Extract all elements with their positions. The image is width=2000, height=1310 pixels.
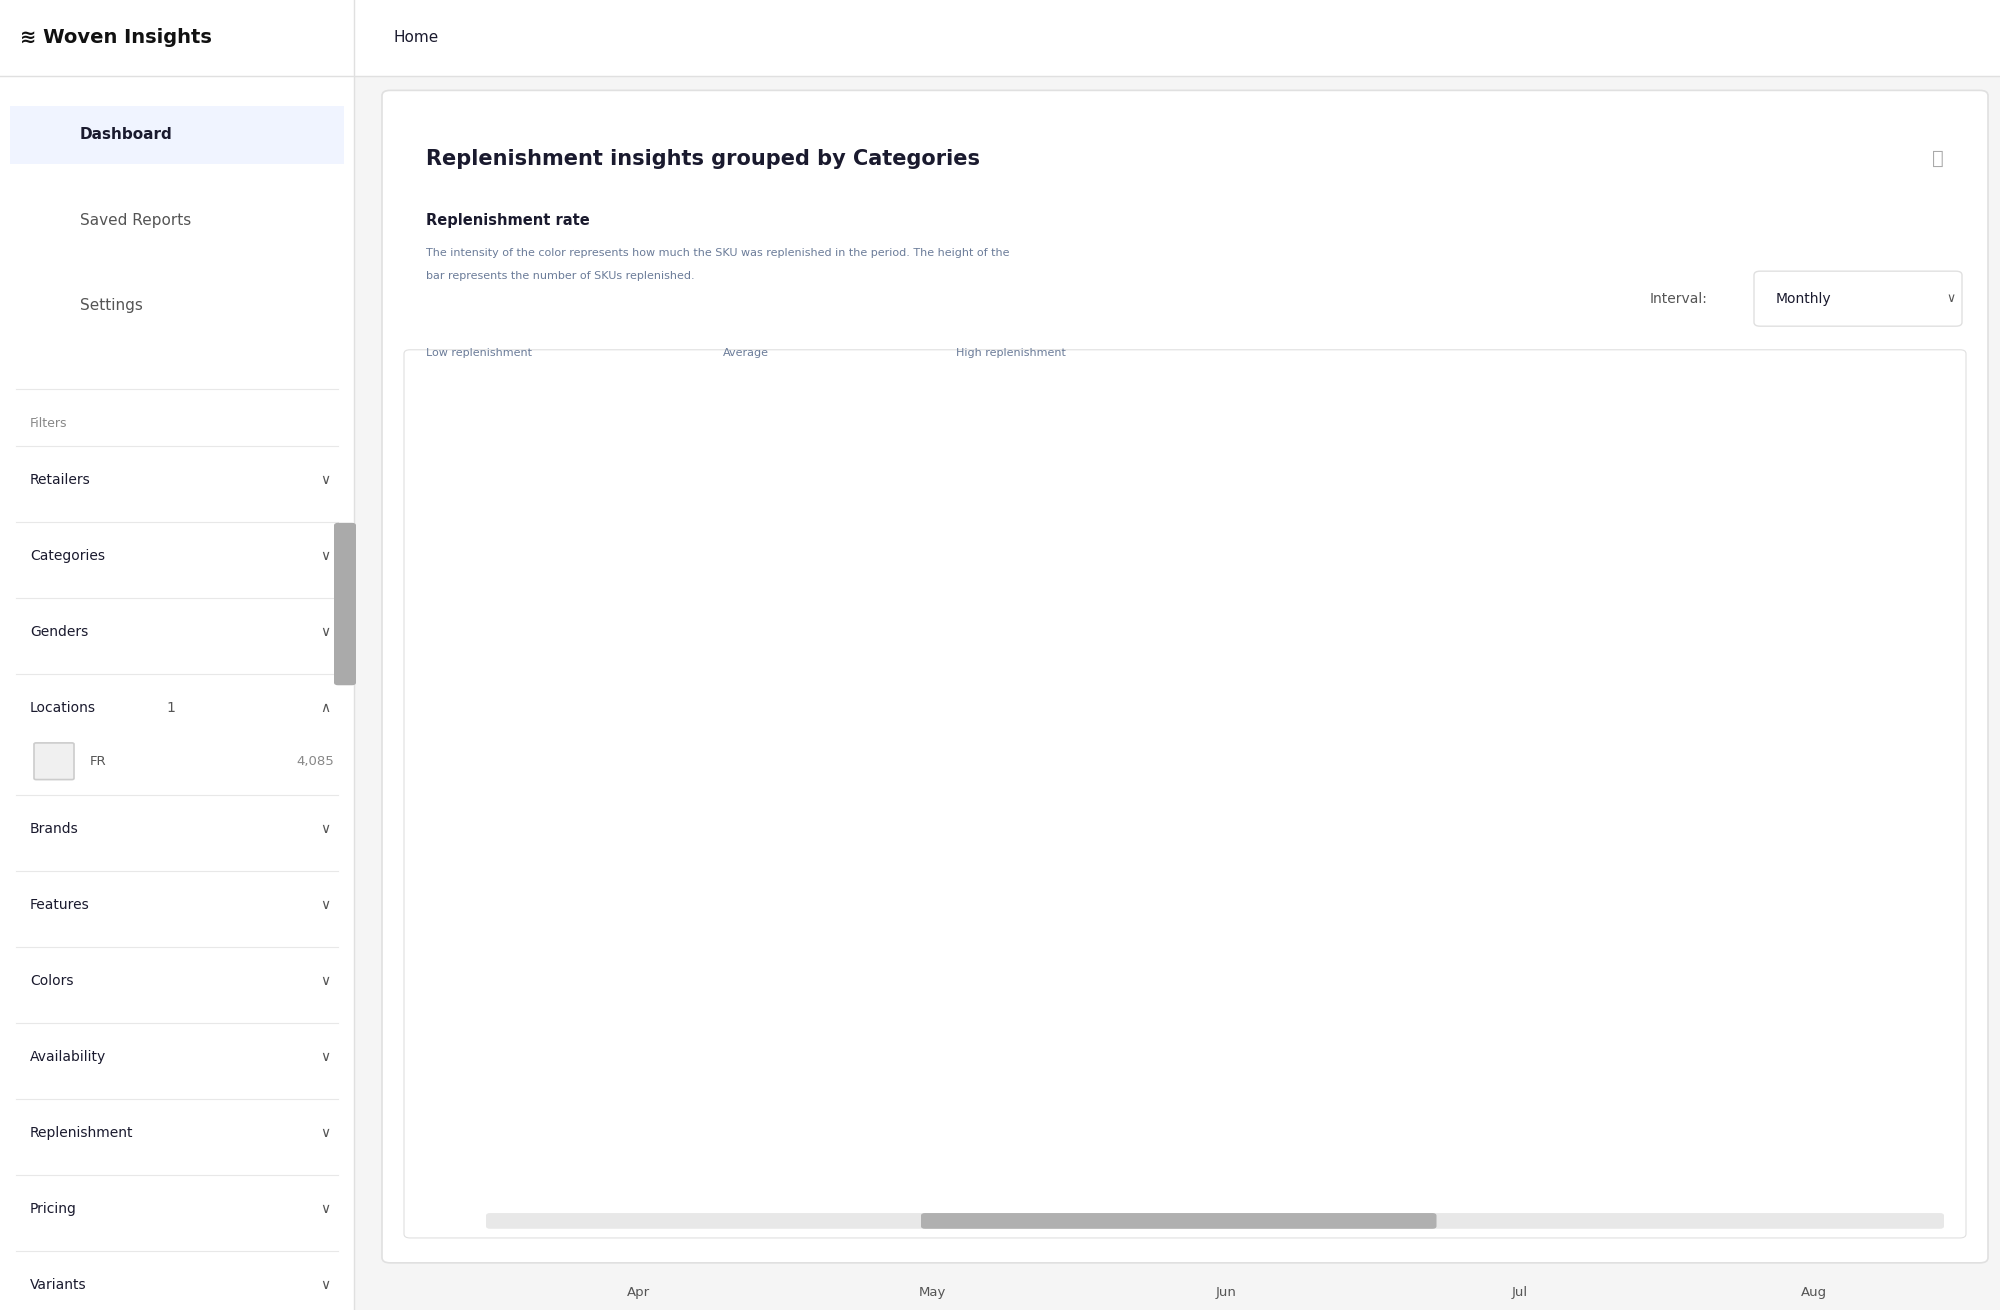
Bar (1880, 457, 1914, 1142)
Text: Replenishment: Replenishment (30, 1127, 134, 1140)
Bar (518, 288, 608, 325)
Text: ∨: ∨ (320, 473, 330, 487)
Y-axis label: SKUs Replenished: SKUs Replenished (440, 698, 452, 811)
Bar (1292, 651, 1326, 1142)
Text: Interval:: Interval: (1650, 292, 1708, 305)
Text: ∨: ∨ (320, 975, 330, 988)
Text: Features: Features (30, 899, 90, 912)
Text: ∨: ∨ (320, 1203, 330, 1216)
Bar (1586, 545, 1620, 1142)
Bar (914, 1052, 950, 1142)
Bar (538, 1100, 572, 1142)
Bar (832, 1110, 866, 1142)
Text: Saved Reports: Saved Reports (80, 212, 192, 228)
Bar (662, 1090, 698, 1142)
Text: Monthly: Monthly (1776, 292, 1832, 305)
Bar (874, 1116, 908, 1142)
Text: ✨: ✨ (1932, 149, 1944, 168)
Text: Aug: Aug (1800, 1286, 1826, 1300)
Text: Brands: Brands (30, 823, 78, 836)
Bar (1502, 900, 1538, 1142)
Text: Apr: Apr (626, 1286, 650, 1300)
FancyBboxPatch shape (1568, 379, 1994, 537)
Text: Settings: Settings (80, 297, 142, 313)
Bar (700, 288, 792, 325)
Text: 1: 1 (166, 701, 174, 715)
Text: FR: FR (90, 755, 106, 768)
Text: Retailers: Retailers (30, 473, 90, 487)
Text: ∨: ∨ (1946, 292, 1956, 305)
Text: Average: Average (724, 348, 768, 359)
Bar (1714, 889, 1748, 1142)
Bar (1838, 852, 1872, 1142)
Bar (426, 288, 518, 325)
Text: Home: Home (394, 30, 440, 46)
Text: ≋ Woven Insights: ≋ Woven Insights (20, 29, 212, 47)
Text: ∨: ∨ (320, 1127, 330, 1140)
Bar (620, 1040, 656, 1142)
Text: Jul: Jul (1512, 1286, 1528, 1300)
Text: Replenishment rate: Replenishment rate (426, 212, 590, 228)
Text: 17,829: 17,829 (1726, 461, 1772, 473)
Text: ∨: ∨ (320, 549, 330, 563)
Bar (1796, 912, 1832, 1142)
Text: Replenishment insights grouped by Categories: Replenishment insights grouped by Catego… (426, 148, 980, 169)
Bar (884, 288, 974, 325)
Text: ∨: ∨ (320, 899, 330, 912)
Text: ∨: ∨ (320, 625, 330, 639)
Bar (792, 288, 884, 325)
Bar (1754, 874, 1790, 1142)
Bar (1126, 1078, 1160, 1142)
Text: Categories: Categories (30, 549, 104, 563)
Text: Jun: Jun (1216, 1286, 1236, 1300)
Text: Locations: Locations (30, 701, 96, 715)
Text: 4,085: 4,085 (296, 755, 334, 768)
Text: Pricing: Pricing (30, 1203, 76, 1216)
Text: Average (per SKU): 1.22: Average (per SKU): 1.22 (1648, 495, 1790, 507)
Bar (1544, 926, 1578, 1142)
Text: Colors: Colors (30, 975, 74, 988)
Text: 14,630 SKUs replenished: 14,630 SKUs replenished (1648, 427, 1794, 439)
Text: Availability: Availability (30, 1051, 106, 1064)
Text: Top: Top (1648, 393, 1674, 406)
Bar (1460, 988, 1496, 1142)
Bar (956, 1078, 992, 1142)
Text: Total replenishments: 17,829: Total replenishments: 17,829 (1648, 461, 1820, 473)
Text: bar represents the number of SKUs replenished.: bar represents the number of SKUs replen… (426, 271, 694, 282)
Text: 1.22: 1.22 (1708, 495, 1736, 507)
Text: Low replenishment: Low replenishment (426, 348, 532, 359)
Text: Variants: Variants (30, 1279, 86, 1292)
Text: The intensity of the color represents how much the SKU was replenished in the pe: The intensity of the color represents ho… (426, 248, 1010, 258)
Text: ∨: ∨ (320, 1279, 330, 1292)
Text: Genders: Genders (30, 625, 88, 639)
Text: May: May (918, 1286, 946, 1300)
Bar (974, 288, 1066, 325)
Bar (580, 1110, 614, 1142)
Bar (704, 1024, 738, 1142)
Text: ∧: ∧ (320, 701, 330, 715)
Bar (1420, 836, 1454, 1142)
Text: ∨: ∨ (320, 1051, 330, 1064)
Bar (1208, 1018, 1244, 1142)
Text: Filters: Filters (30, 417, 68, 430)
Text: High replenishment: High replenishment (956, 348, 1066, 359)
Text: Dashboard: Dashboard (80, 127, 172, 143)
Bar (608, 288, 700, 325)
Text: ∨: ∨ (320, 823, 330, 836)
Bar (998, 984, 1032, 1142)
Bar (1250, 954, 1286, 1142)
Bar (1166, 1100, 1202, 1142)
